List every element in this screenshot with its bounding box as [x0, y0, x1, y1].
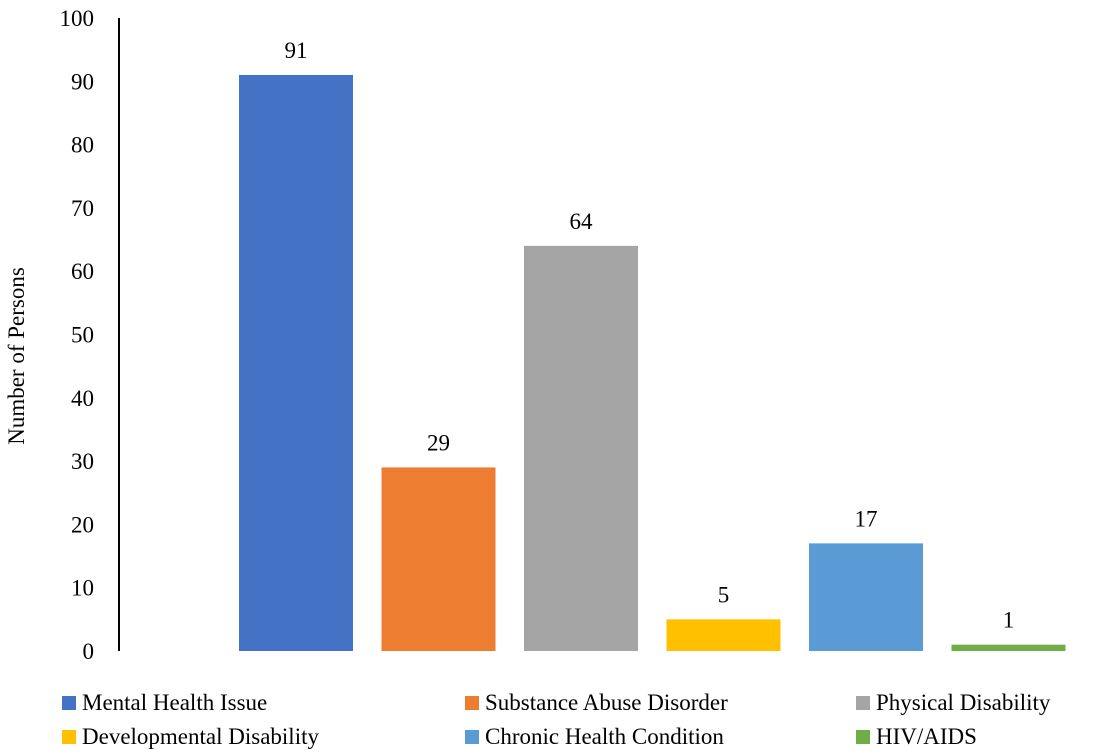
bar — [809, 543, 923, 651]
bar — [524, 245, 638, 651]
legend-swatch — [856, 696, 870, 710]
bar-data-label: 91 — [285, 38, 308, 63]
legend-item-chronic-health-condition: Chronic Health Condition — [465, 722, 724, 752]
y-tick-label: 30 — [71, 449, 94, 474]
legend-swatch — [465, 696, 479, 710]
y-tick-label: 0 — [83, 639, 95, 664]
legend-item-physical-disability: Physical Disability — [856, 688, 1050, 718]
legend-label: HIV/AIDS — [876, 724, 977, 749]
bar — [666, 619, 781, 651]
bar-data-label: 17 — [855, 506, 878, 531]
legend-swatch — [62, 730, 76, 744]
legend-item-developmental-disability: Developmental Disability — [62, 722, 319, 752]
y-axis-label: Number of Persons — [4, 267, 29, 445]
bar-data-label: 5 — [718, 582, 730, 607]
bar-data-label: 64 — [570, 209, 594, 234]
legend-swatch — [62, 696, 76, 710]
y-tick-label: 90 — [71, 69, 94, 94]
y-axis-tick-labels: 0 10 20 30 40 50 60 70 80 90 100 — [60, 6, 95, 664]
bar — [239, 74, 353, 652]
legend-item-substance-abuse-disorder: Substance Abuse Disorder — [465, 688, 728, 718]
y-tick-label: 70 — [71, 196, 94, 221]
legend: Mental Health Issue Substance Abuse Diso… — [0, 684, 1118, 754]
bar-data-labels: 91 29 64 5 17 1 — [285, 38, 1015, 633]
legend-label: Developmental Disability — [82, 724, 319, 749]
legend-label: Substance Abuse Disorder — [485, 690, 728, 715]
legend-label: Physical Disability — [876, 690, 1051, 715]
bar-data-label: 29 — [427, 430, 450, 455]
y-tick-label: 60 — [71, 259, 94, 284]
legend-label: Chronic Health Condition — [485, 724, 724, 749]
y-tick-label: 10 — [71, 576, 94, 601]
legend-swatch — [856, 730, 870, 744]
legend-label: Mental Health Issue — [82, 690, 268, 715]
y-tick-label: 20 — [71, 512, 94, 537]
legend-item-mental-health-issue: Mental Health Issue — [62, 688, 267, 718]
legend-swatch — [465, 730, 479, 744]
legend-item-hiv-aids: HIV/AIDS — [856, 722, 977, 752]
y-tick-label: 100 — [60, 6, 95, 31]
bar — [951, 644, 1066, 651]
bar-data-label: 1 — [1003, 608, 1015, 633]
y-tick-label: 40 — [71, 386, 94, 411]
y-tick-label: 80 — [71, 133, 94, 158]
bar-chart: 0 10 20 30 40 50 60 70 80 90 100 Number of Persons… — [4, 6, 1066, 664]
bar — [381, 467, 496, 651]
bars — [239, 74, 1066, 652]
y-tick-label: 50 — [71, 323, 94, 348]
